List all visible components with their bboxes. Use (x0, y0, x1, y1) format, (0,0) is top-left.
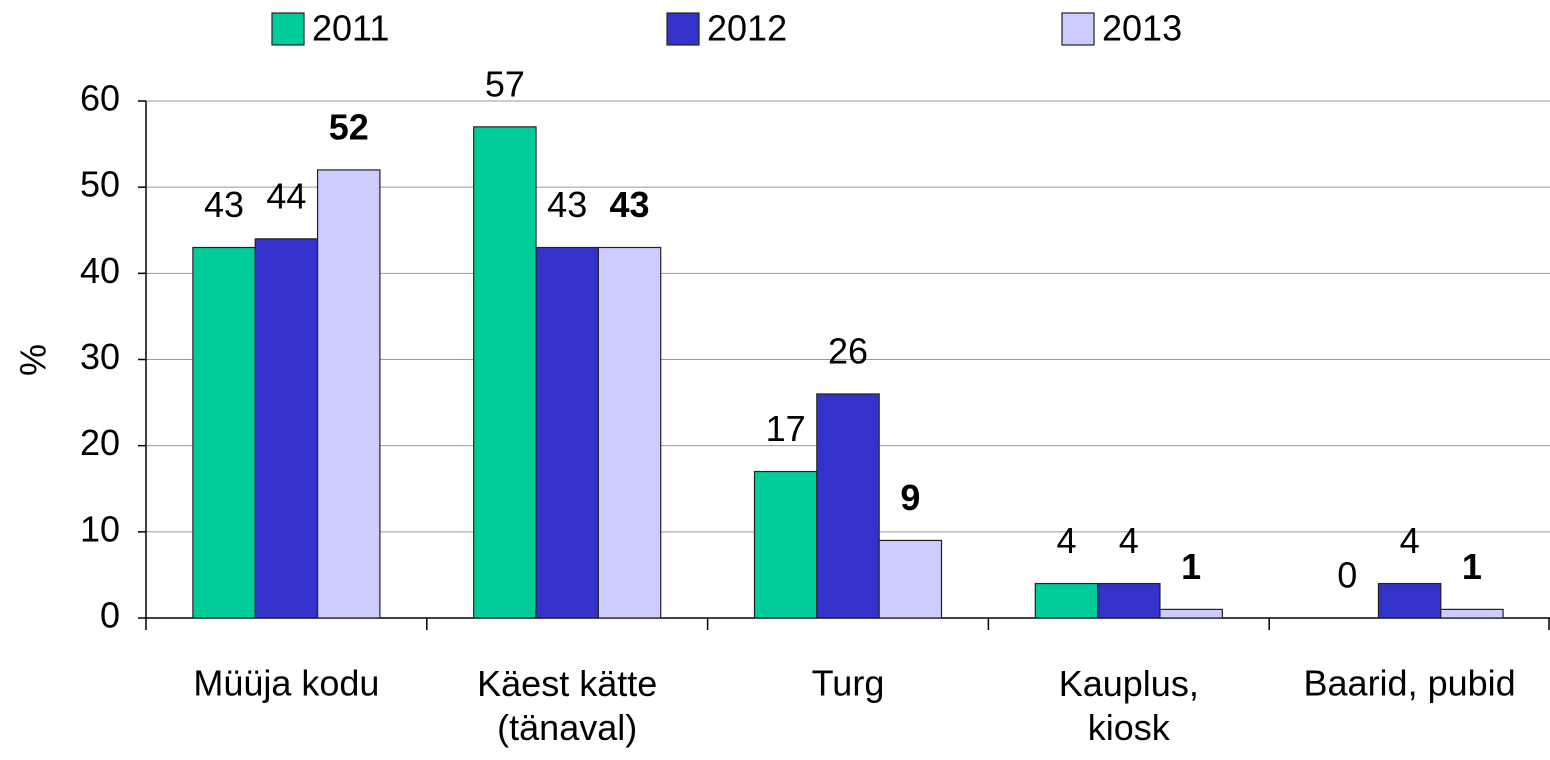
bar (192, 246, 256, 619)
data-label: 4 (1056, 520, 1076, 561)
data-label: 1 (1462, 546, 1482, 587)
bar (816, 393, 880, 619)
legend-swatch (271, 12, 305, 46)
legend-swatch (666, 12, 700, 46)
y-tick-label: 50 (80, 164, 120, 205)
bar (1159, 608, 1223, 619)
x-tick-label: Baarid, pubid (1304, 663, 1516, 704)
bar (1097, 582, 1161, 619)
bar (597, 246, 662, 619)
bar (316, 169, 381, 619)
bar (1440, 608, 1504, 619)
data-label: 9 (900, 477, 920, 518)
data-label: 0 (1337, 555, 1357, 596)
legend-label: 2013 (1102, 8, 1182, 49)
bar (473, 126, 537, 619)
x-tick-label: Müüja kodu (193, 663, 379, 704)
data-label: 26 (828, 330, 868, 371)
data-label: 43 (547, 184, 587, 225)
y-tick-label: 40 (80, 250, 120, 291)
x-tick-label: Turg (812, 663, 885, 704)
data-label: 1 (1181, 546, 1201, 587)
data-label: 44 (266, 175, 306, 216)
x-tick-label: Käest kätte (tänaval) (477, 663, 657, 748)
y-tick-label: 60 (80, 78, 120, 119)
legend-swatch (1061, 12, 1095, 46)
data-label: 57 (485, 63, 525, 104)
data-label: 52 (329, 106, 369, 147)
bar (254, 238, 319, 619)
data-label: 43 (610, 184, 650, 225)
data-label: 43 (204, 184, 244, 225)
y-axis-label: % (13, 344, 54, 376)
legend-label: 2012 (707, 8, 787, 49)
y-tick-label: 20 (80, 422, 120, 463)
y-tick-label: 0 (100, 595, 120, 636)
legend-label: 2011 (312, 8, 389, 49)
data-label: 17 (766, 408, 806, 449)
y-tick-label: 10 (80, 508, 120, 549)
data-label: 4 (1119, 520, 1139, 561)
x-tick-label: Kauplus, kiosk (1059, 663, 1199, 748)
bar (753, 470, 818, 619)
bar (1377, 582, 1442, 619)
bar (878, 539, 943, 619)
y-tick-label: 30 (80, 336, 120, 377)
bar (1034, 582, 1099, 619)
data-label: 4 (1400, 520, 1420, 561)
bar (535, 246, 599, 619)
